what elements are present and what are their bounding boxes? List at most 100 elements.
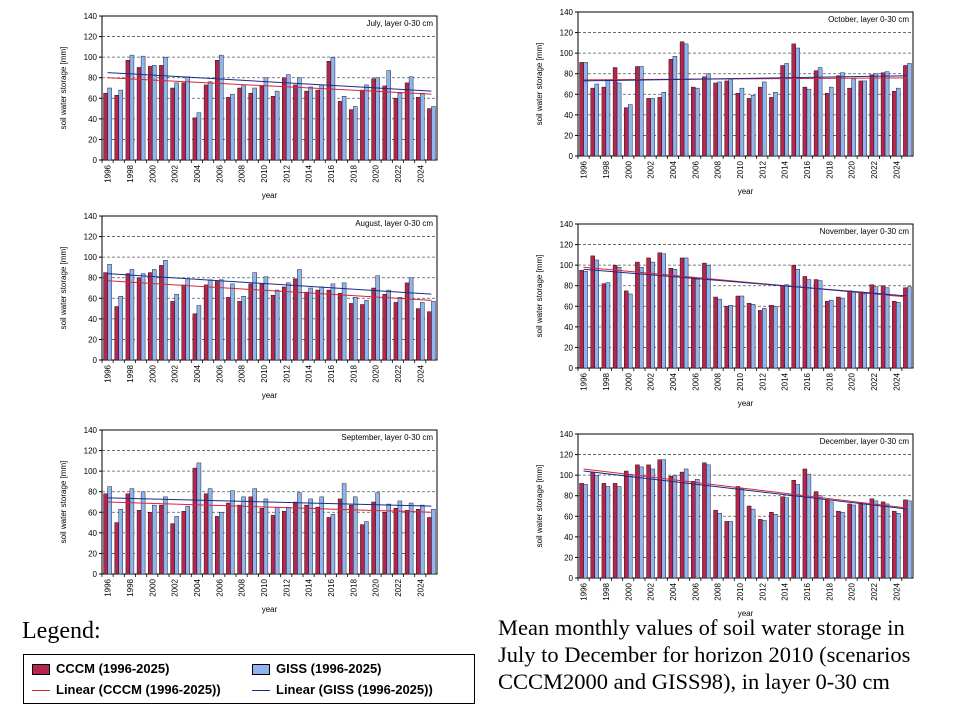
bar-giss-1997 <box>118 296 123 361</box>
bar-giss-2016 <box>806 473 812 579</box>
bar-cccm-1997 <box>114 94 119 161</box>
y-tick-label: 120 <box>560 29 574 38</box>
bar-cccm-2009 <box>248 283 253 361</box>
chart-title-july-layer-0-30-cm: July, layer 0-30 cm <box>366 19 433 28</box>
x-tick-label-2020: 2020 <box>848 372 857 390</box>
bar-cccm-2009 <box>248 496 253 575</box>
bar-cccm-2022 <box>869 284 875 369</box>
bar-giss-2012 <box>286 74 291 161</box>
bar-giss-2015 <box>795 269 800 369</box>
bar-giss-2001 <box>163 56 168 161</box>
legend-label-cccm: CCCM (1996-2025) <box>56 661 170 676</box>
bar-giss-2020 <box>851 78 856 157</box>
y-tick-label: 0 <box>569 574 574 583</box>
bar-giss-2004 <box>672 56 678 157</box>
bar-giss-2019 <box>840 72 845 157</box>
bar-giss-2004 <box>196 462 202 575</box>
x-tick-label-2008: 2008 <box>714 372 723 390</box>
chart-september: 0 20 40 60 80 100 120 140 1996 1998 2000 2002 2004 20… <box>52 418 452 623</box>
x-tick-label-2000: 2000 <box>624 372 633 390</box>
bar-giss-2024 <box>420 92 425 161</box>
bar-cccm-2003 <box>181 284 186 361</box>
x-tick-label-2016: 2016 <box>803 160 812 178</box>
bar-cccm-2001 <box>159 265 164 361</box>
bar-cccm-2017 <box>337 498 343 575</box>
x-tick-label-2016: 2016 <box>327 578 336 596</box>
trend-line-giss <box>107 72 432 92</box>
bar-cccm-2013 <box>769 97 774 157</box>
y-tick-label: 60 <box>564 302 573 311</box>
bar-giss-2005 <box>683 257 689 369</box>
bar-giss-2021 <box>386 503 391 575</box>
bar-cccm-1997 <box>114 306 119 361</box>
bar-cccm-2002 <box>646 98 651 157</box>
bar-cccm-1997 <box>590 471 595 579</box>
bar-cccm-2007 <box>702 76 707 157</box>
bar-giss-1996 <box>107 264 112 361</box>
bar-giss-2019 <box>364 521 369 575</box>
bar-giss-1999 <box>616 82 622 157</box>
bar-cccm-2016 <box>802 86 808 157</box>
bar-giss-2021 <box>862 80 867 157</box>
bar-giss-2021 <box>862 503 867 579</box>
bar-giss-2000 <box>152 504 157 575</box>
chart-november-svg: 0 20 40 60 80 100 120 140 1996 1998 2000 2002 2004 20… <box>535 220 914 408</box>
bar-giss-2008 <box>717 298 722 369</box>
bar-cccm-2017 <box>813 491 819 579</box>
bar-cccm-2025 <box>427 311 432 361</box>
bar-giss-2003 <box>185 505 190 575</box>
x-tick-label-2018: 2018 <box>349 164 358 182</box>
x-tick-label-2004: 2004 <box>669 582 678 600</box>
x-tick-label-1996: 1996 <box>104 364 113 382</box>
bar-giss-1998 <box>129 269 135 361</box>
chart-title-december-layer-0-30-cm: December, layer 0-30 cm <box>820 437 910 446</box>
plot-area <box>577 433 914 579</box>
x-tick-label-1998: 1998 <box>126 364 135 382</box>
x-axis-label: year <box>262 605 278 614</box>
bar-giss-2015 <box>319 496 324 575</box>
y-tick-label: 0 <box>93 356 98 365</box>
bar-giss-2011 <box>274 506 280 575</box>
x-tick-label-1996: 1996 <box>104 578 113 596</box>
y-tick-label: 0 <box>569 364 574 373</box>
y-tick-label: 140 <box>84 12 98 21</box>
bar-giss-2017 <box>817 495 823 579</box>
x-tick-label-2008: 2008 <box>238 164 247 182</box>
bar-cccm-2018 <box>825 300 830 369</box>
bar-giss-2022 <box>397 92 403 161</box>
y-tick-label: 60 <box>564 512 573 521</box>
x-tick-label-2004: 2004 <box>193 164 202 182</box>
bar-giss-2007 <box>230 283 235 361</box>
bar-giss-2009 <box>728 305 733 369</box>
bar-giss-2009 <box>728 521 733 579</box>
bar-giss-2012 <box>286 506 291 575</box>
x-tick-label-2010: 2010 <box>736 582 745 600</box>
bar-giss-2002 <box>650 261 655 369</box>
x-tick-label-2024: 2024 <box>416 578 425 596</box>
bar-giss-2013 <box>297 269 302 361</box>
bar-giss-2018 <box>353 106 358 161</box>
bar-giss-2003 <box>661 459 666 579</box>
bar-giss-2022 <box>873 286 879 369</box>
x-tick-label-2004: 2004 <box>193 578 202 596</box>
x-tick-label-2012: 2012 <box>758 160 767 178</box>
bar-giss-2007 <box>706 264 711 369</box>
y-tick-label: 20 <box>88 549 97 558</box>
bar-giss-2016 <box>806 88 812 157</box>
x-tick-label-2024: 2024 <box>892 372 901 390</box>
bar-cccm-2013 <box>293 84 298 161</box>
bar-cccm-2006 <box>215 516 220 575</box>
bar-giss-2006 <box>695 479 700 579</box>
bar-giss-2020 <box>375 77 380 161</box>
y-tick-label: 100 <box>84 467 98 476</box>
y-tick-label: 0 <box>93 570 98 579</box>
bar-cccm-2014 <box>780 285 785 369</box>
bar-giss-2008 <box>241 84 246 161</box>
bar-cccm-2021 <box>858 291 863 369</box>
bar-cccm-1998 <box>601 86 607 157</box>
y-axis-label: soil water storage [mm] <box>59 247 68 330</box>
bar-cccm-2015 <box>791 264 796 369</box>
bar-cccm-2019 <box>836 296 841 369</box>
bar-cccm-2003 <box>181 82 186 161</box>
y-tick-label: 40 <box>564 533 573 542</box>
